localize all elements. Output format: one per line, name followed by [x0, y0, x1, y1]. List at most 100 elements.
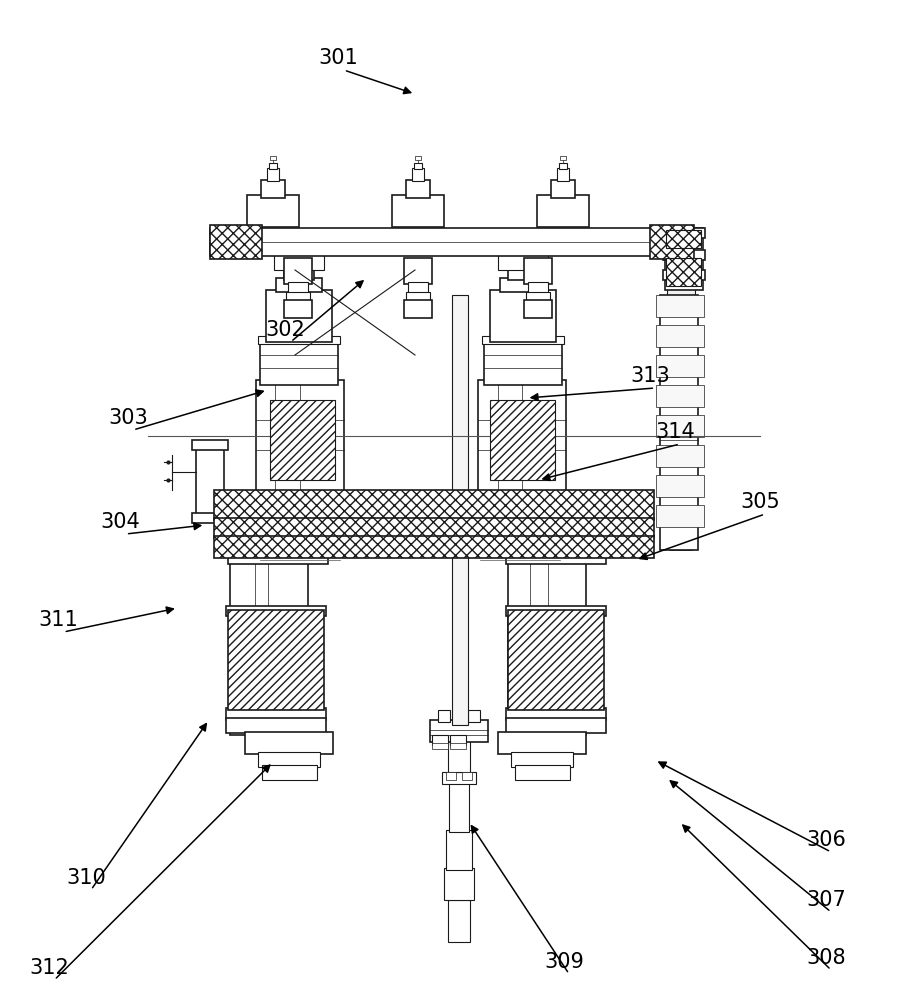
Bar	[660, 295, 698, 550]
Text: 307: 307	[806, 890, 845, 910]
Bar	[269, 163, 277, 169]
Bar	[228, 610, 324, 710]
Bar	[260, 340, 338, 385]
Bar	[656, 355, 704, 377]
Bar	[438, 710, 450, 722]
Bar	[214, 536, 654, 558]
Bar	[656, 295, 704, 317]
Text: 309: 309	[544, 952, 584, 972]
Bar	[230, 560, 308, 735]
Bar	[284, 258, 312, 284]
Text: 306: 306	[806, 830, 846, 850]
Bar	[484, 340, 562, 385]
Bar	[228, 556, 328, 564]
Bar	[665, 228, 703, 290]
Text: 313: 313	[630, 366, 670, 386]
Bar	[516, 535, 586, 563]
Bar	[482, 336, 564, 344]
Bar	[226, 718, 326, 733]
Bar	[667, 395, 695, 413]
Bar	[498, 732, 586, 754]
Bar	[448, 900, 470, 942]
Bar	[508, 610, 604, 710]
Bar	[430, 720, 488, 742]
Bar	[559, 163, 567, 169]
Bar	[667, 245, 695, 263]
Bar	[490, 400, 555, 480]
Bar	[667, 350, 695, 368]
Bar	[515, 765, 570, 780]
Bar	[214, 490, 654, 520]
Bar	[226, 708, 326, 720]
Bar	[526, 292, 550, 302]
Bar	[258, 336, 340, 344]
Text: 311: 311	[38, 610, 78, 630]
Text: 312: 312	[29, 958, 69, 978]
Bar	[406, 292, 430, 302]
Bar	[665, 228, 697, 240]
Bar	[284, 268, 314, 280]
Bar	[442, 772, 476, 784]
Bar	[414, 163, 422, 169]
Bar	[446, 830, 472, 870]
Bar	[238, 530, 312, 538]
Text: 302: 302	[266, 320, 305, 340]
Bar	[270, 156, 276, 160]
Text: 314: 314	[655, 422, 694, 442]
Bar	[196, 445, 224, 515]
Bar	[284, 300, 312, 318]
Bar	[412, 168, 424, 181]
Bar	[192, 513, 228, 523]
Bar	[656, 475, 704, 497]
Bar	[262, 765, 317, 780]
Bar	[247, 195, 299, 227]
Bar	[524, 258, 552, 284]
Bar	[666, 230, 701, 248]
Bar	[432, 743, 448, 749]
Bar	[404, 258, 432, 284]
Bar	[452, 295, 468, 725]
Bar	[667, 480, 695, 498]
Bar	[415, 156, 421, 160]
Bar	[270, 400, 335, 480]
Bar	[392, 195, 444, 227]
Text: 305: 305	[740, 492, 780, 512]
Bar	[450, 735, 466, 745]
Bar	[408, 282, 428, 294]
Bar	[551, 180, 575, 198]
Bar	[500, 278, 546, 292]
Bar	[240, 535, 310, 563]
Bar	[667, 435, 695, 453]
Bar	[656, 505, 704, 527]
Bar	[258, 752, 320, 767]
Bar	[276, 278, 322, 292]
Bar	[560, 156, 566, 160]
Bar	[656, 445, 704, 467]
Text: 303: 303	[108, 408, 147, 428]
Bar	[468, 710, 480, 722]
Bar	[245, 732, 333, 754]
Bar	[280, 238, 318, 250]
Bar	[508, 560, 586, 735]
Bar	[511, 752, 573, 767]
Bar	[448, 740, 470, 772]
Bar	[449, 782, 469, 832]
Bar	[506, 556, 606, 564]
Bar	[286, 292, 310, 302]
Bar	[537, 195, 589, 227]
Bar	[288, 282, 308, 294]
Text: 301: 301	[319, 48, 358, 68]
Bar	[267, 168, 279, 181]
Bar	[404, 300, 432, 318]
Bar	[406, 180, 430, 198]
Bar	[666, 258, 701, 286]
Text: 304: 304	[101, 512, 140, 532]
Bar	[274, 248, 324, 270]
Bar	[650, 225, 694, 259]
Bar	[504, 238, 542, 250]
Bar	[266, 290, 332, 342]
Bar	[656, 385, 704, 407]
Bar	[667, 310, 695, 328]
Bar	[663, 270, 705, 280]
Bar	[663, 228, 705, 238]
